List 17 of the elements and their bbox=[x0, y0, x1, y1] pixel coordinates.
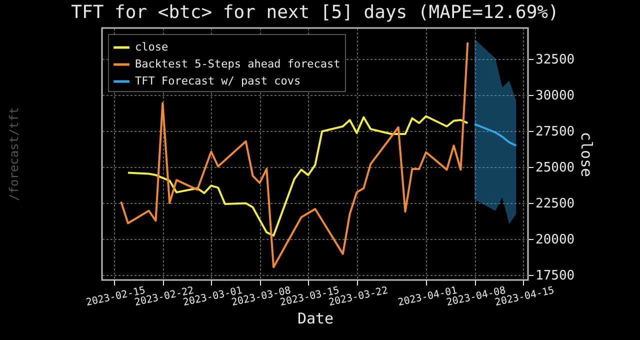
y-tick-label: 25000 bbox=[536, 160, 575, 176]
x-axis-title: Date bbox=[297, 310, 334, 328]
y-axis-title: close bbox=[578, 132, 596, 178]
legend-label: close bbox=[135, 40, 168, 54]
line-series bbox=[120, 41, 469, 268]
legend-label: TFT Forecast w/ past covs bbox=[135, 74, 301, 88]
y-tick-label: 20000 bbox=[536, 232, 575, 248]
y-tick-label: 17500 bbox=[536, 268, 575, 284]
line-series bbox=[474, 123, 518, 147]
y-tick-label: 32500 bbox=[536, 52, 575, 68]
y-tick-label: 22500 bbox=[536, 196, 575, 212]
y-tick-label: 30000 bbox=[536, 88, 575, 104]
y-tick-label: 27500 bbox=[536, 124, 575, 140]
line-series bbox=[126, 115, 469, 237]
text: /forecast/tft bbox=[7, 107, 21, 201]
chart-title: TFT for <btc> for next [5] days (MAPE=12.69%) bbox=[71, 2, 559, 23]
legend-label: Backtest 5-Steps ahead forecast bbox=[135, 58, 340, 70]
